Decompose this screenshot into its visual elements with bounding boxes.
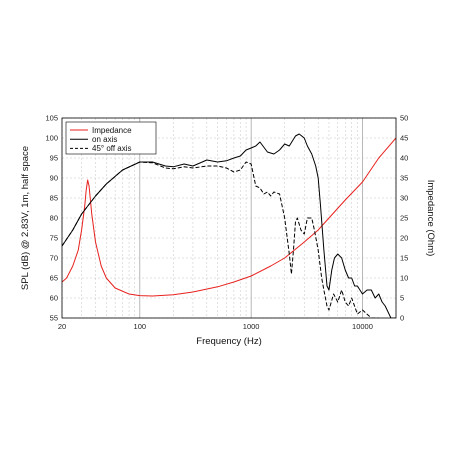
y-left-tick-label: 80 — [50, 214, 58, 223]
y-right-tick-label: 15 — [400, 254, 408, 263]
x-tick-label: 100 — [134, 322, 147, 331]
legend-entry-impedance: Impedance — [92, 126, 132, 135]
series-off-axis — [62, 161, 379, 318]
y-left-tick-label: 55 — [50, 314, 58, 323]
legend: Impedance on axis 45° off axis — [65, 121, 157, 155]
y-right-tick-label: 10 — [400, 274, 408, 283]
y-left-tick-label: 70 — [50, 254, 58, 263]
plot-frame — [61, 117, 397, 319]
y-left-tick-label: 75 — [50, 234, 58, 243]
y-axis-left-label: SPL (dB) @ 2.83V, 1m, half space — [20, 146, 31, 290]
y-right-tick-label: 25 — [400, 214, 408, 223]
x-tick-label: 1000 — [243, 322, 260, 331]
legend-entry-off-axis: 45° off axis — [92, 144, 132, 153]
series-impedance — [62, 137, 396, 297]
x-tick-label: 10000 — [352, 322, 373, 331]
y-left-tick-label: 60 — [50, 294, 58, 303]
y-right-tick-label: 45 — [400, 134, 408, 143]
y-left-tick-label: 95 — [50, 154, 58, 163]
y-right-tick-label: 35 — [400, 174, 408, 183]
tick-labels: 20 100 1000 1000055606570758085909510010505… — [45, 114, 408, 331]
y-axis-right-label: Impedance (Ohm) — [425, 180, 436, 257]
y-right-tick-label: 40 — [400, 154, 408, 163]
y-left-tick-label: 85 — [50, 194, 58, 203]
y-left-tick-label: 65 — [50, 274, 58, 283]
y-right-tick-label: 5 — [400, 294, 404, 303]
grid-lines — [61, 117, 397, 319]
plot-series — [62, 133, 396, 318]
x-tick-label: 20 — [58, 322, 66, 331]
y-right-tick-label: 30 — [400, 194, 408, 203]
legend-entry-on-axis: on axis — [92, 135, 117, 144]
y-left-tick-label: 100 — [45, 134, 58, 143]
x-axis-label: Frequency (Hz) — [196, 336, 261, 347]
y-right-tick-label: 20 — [400, 234, 408, 243]
y-left-tick-label: 105 — [45, 114, 58, 123]
y-right-tick-label: 0 — [400, 314, 404, 323]
series-on-axis — [62, 133, 396, 318]
y-right-tick-label: 50 — [400, 114, 408, 123]
y-left-tick-label: 90 — [50, 174, 58, 183]
